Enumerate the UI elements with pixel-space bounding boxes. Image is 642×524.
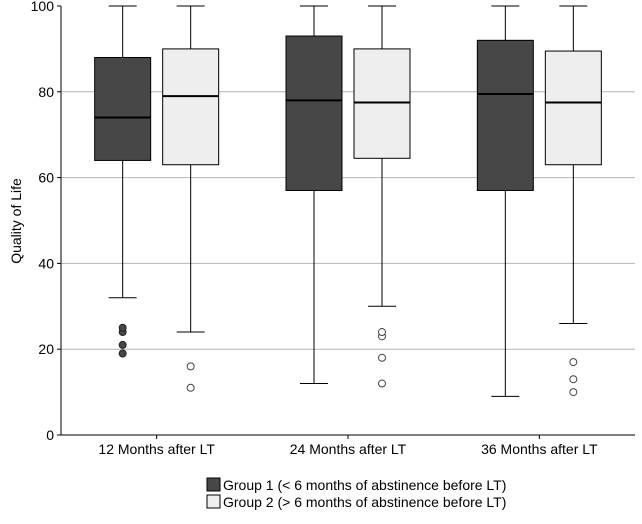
y-tick-label: 60 [38, 170, 54, 186]
box-2-1 [162, 5, 220, 392]
box-1-2 [285, 5, 343, 385]
outlier-point [186, 383, 195, 392]
outlier-point [569, 388, 578, 397]
outlier-point [378, 353, 386, 362]
iqr-box [476, 39, 534, 191]
legend-swatch [206, 494, 221, 509]
y-tick-label: 40 [38, 255, 54, 271]
legend-item-2: Group 2 (> 6 months of abstinence before… [206, 494, 506, 510]
y-axis-title: Quality of Life [8, 178, 24, 264]
outlier-point [378, 328, 386, 337]
box-2-2 [353, 5, 411, 388]
outlier-point [378, 379, 386, 388]
legend-label: Group 2 (> 6 months of abstinence before… [223, 494, 506, 510]
box-2-3 [544, 5, 602, 397]
outlier-point [118, 323, 127, 332]
outlier-point [118, 349, 127, 358]
iqr-box [162, 48, 220, 166]
legend: Group 1 (< 6 months of abstinence before… [206, 477, 506, 510]
y-tick-label: 20 [38, 341, 54, 357]
outlier-point [569, 358, 578, 367]
x-category-label: 36 Months after LT [481, 441, 598, 457]
gridlines [61, 91, 635, 350]
y-tick-label: 80 [38, 84, 54, 100]
outlier-point [569, 375, 578, 384]
box-1-3 [476, 5, 534, 397]
y-tick-label: 0 [46, 427, 54, 443]
outlier-point [118, 340, 127, 349]
legend-swatch [206, 477, 221, 492]
iqr-box [544, 50, 602, 166]
x-category-label: 24 Months after LT [290, 441, 407, 457]
legend-label: Group 1 (< 6 months of abstinence before… [223, 477, 506, 493]
x-category-label: 12 Months after LT [98, 441, 215, 457]
iqr-box [285, 35, 343, 191]
x-axis-categories: 12 Months after LT 24 Months after LT 36 M… [98, 435, 598, 457]
plot-area [94, 5, 602, 397]
outlier-point [186, 362, 195, 371]
box-1-1 [94, 5, 152, 358]
iqr-box [353, 48, 411, 159]
y-tick-label: 100 [31, 0, 55, 14]
iqr-box [94, 56, 152, 161]
legend-item-1: Group 1 (< 6 months of abstinence before… [206, 477, 506, 493]
y-axis-ticks: 0 20 40 60 80 100 [31, 0, 61, 443]
